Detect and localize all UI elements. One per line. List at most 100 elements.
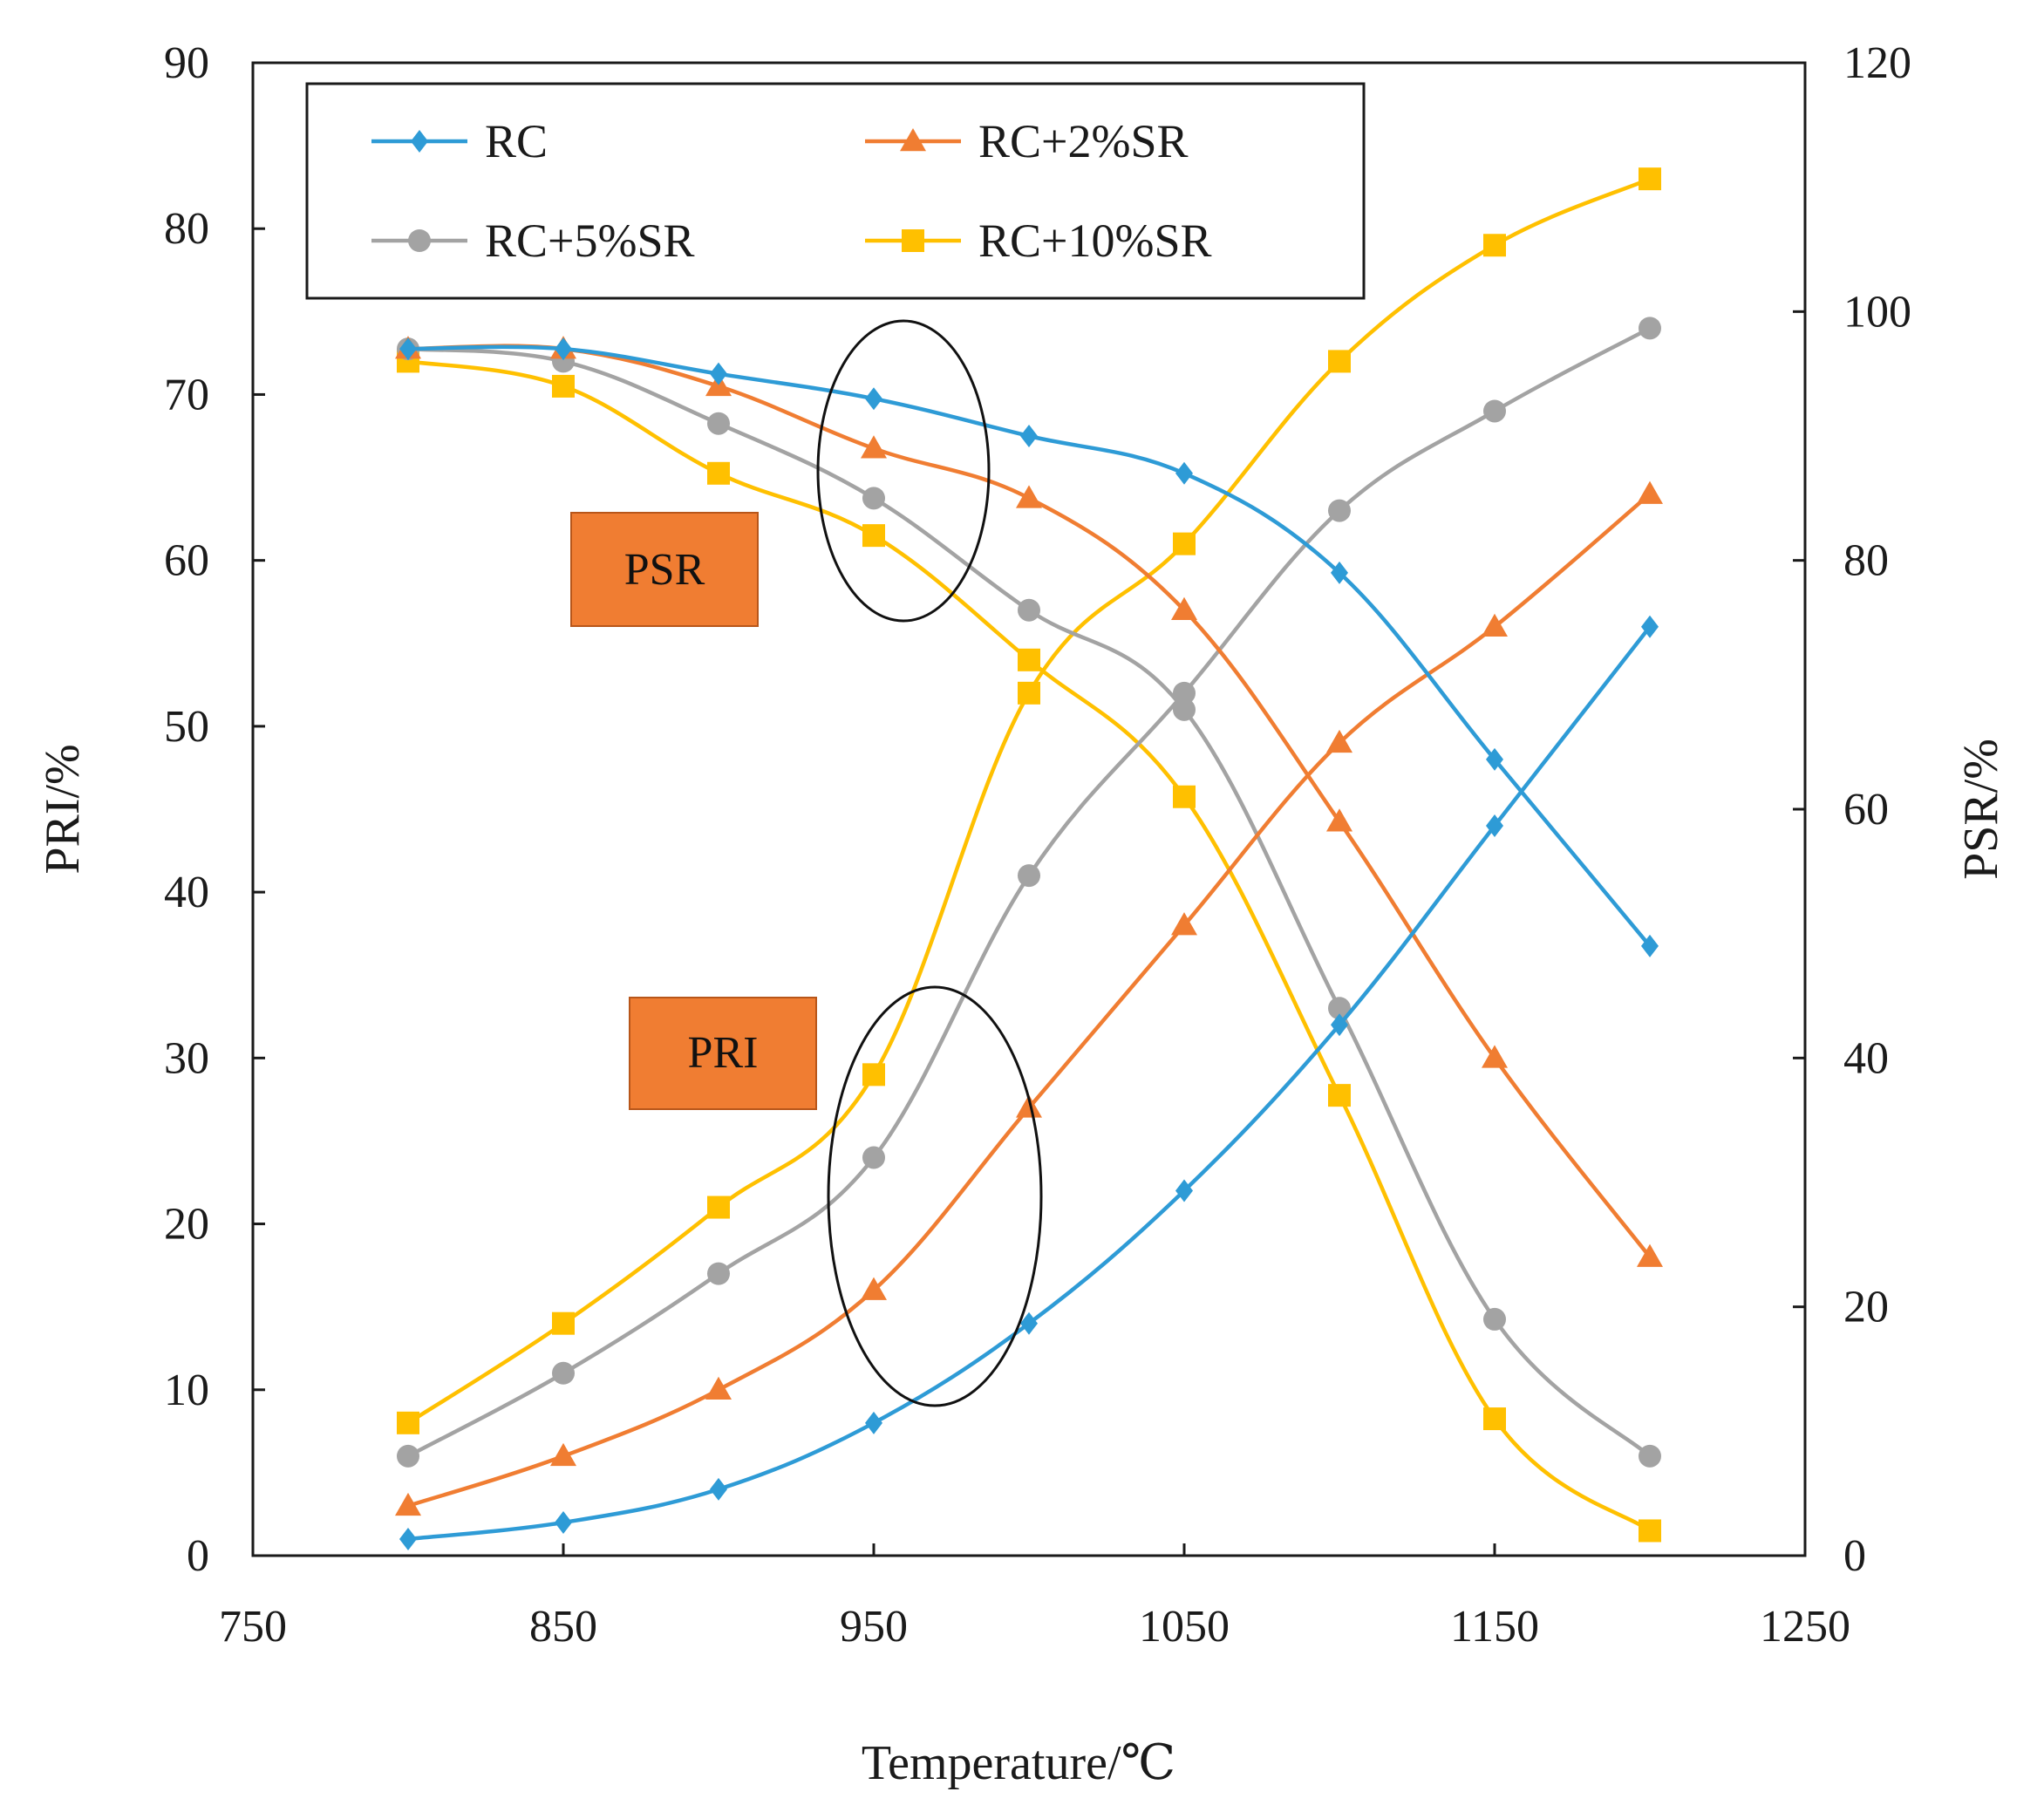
psr-point-rc-5-sr xyxy=(707,412,730,435)
psr-point-rc xyxy=(1641,934,1659,957)
psr-line-rc-2-sr xyxy=(407,344,1652,1258)
psr-point-rc-5-sr xyxy=(1483,1307,1506,1331)
psr-point-rc-2-sr xyxy=(1016,485,1042,508)
legend-label: RC xyxy=(485,115,548,167)
y-right-tick-label: 0 xyxy=(1843,1531,1866,1581)
psr-point-rc-2-sr xyxy=(1171,596,1197,620)
pri-point-rc-5-sr xyxy=(862,1146,885,1169)
highlight-ellipse-psr xyxy=(816,319,991,623)
psr-point-rc-10-sr xyxy=(1639,1519,1661,1543)
pri-point-rc-10-sr xyxy=(1173,532,1196,555)
annotation-psr: PSR xyxy=(570,512,759,627)
legend-marker xyxy=(902,229,924,252)
y-left-tick-label: 10 xyxy=(164,1366,209,1415)
psr-line-rc-10-sr xyxy=(407,359,1652,1533)
y-left-tick-label: 70 xyxy=(164,370,209,419)
legend-marker xyxy=(411,130,428,153)
pri-point-rc-2-sr xyxy=(395,1492,421,1516)
annotation-pri-label: PRI xyxy=(688,1028,759,1078)
psr-point-rc-5-sr xyxy=(862,487,885,510)
psr-point-rc-5-sr xyxy=(1018,598,1040,622)
pri-point-rc-2-sr xyxy=(705,1376,732,1400)
psr-point-rc-10-sr xyxy=(1018,648,1040,671)
psr-point-rc xyxy=(710,362,727,385)
psr-line-rc xyxy=(407,344,1652,948)
pri-point-rc-5-sr xyxy=(1483,399,1506,423)
psr-point-rc-10-sr xyxy=(707,461,730,485)
psr-point-rc-10-sr xyxy=(1483,1407,1506,1431)
y-right-tick-label: 80 xyxy=(1843,536,1889,586)
psr-point-rc xyxy=(1486,747,1503,771)
x-tick-label: 850 xyxy=(529,1602,597,1652)
pri-point-rc xyxy=(399,1527,417,1550)
highlight-ellipse-pri xyxy=(827,985,1043,1407)
legend-marker xyxy=(900,128,926,152)
legend-label: RC+2%SR xyxy=(978,115,1189,167)
pri-point-rc-5-sr xyxy=(552,1361,575,1385)
pri-point-rc-2-sr xyxy=(1016,1094,1042,1118)
pri-point-rc-10-sr xyxy=(1018,681,1040,705)
psr-line-rc-5-sr xyxy=(407,346,1652,1458)
psr-point-rc-5-sr xyxy=(1328,997,1351,1020)
x-tick-label: 950 xyxy=(840,1602,908,1652)
x-tick-label: 750 xyxy=(219,1602,287,1652)
annotation-pri: PRI xyxy=(629,997,817,1110)
pri-point-rc xyxy=(1331,1013,1348,1037)
pri-line-rc-10-sr xyxy=(406,177,1651,1425)
psr-point-rc-2-sr xyxy=(1637,1243,1663,1267)
pri-point-rc-10-sr xyxy=(397,1411,419,1434)
pri-point-rc xyxy=(1641,615,1659,638)
pri-point-rc-5-sr xyxy=(707,1262,730,1285)
pri-line-rc-2-sr xyxy=(407,492,1652,1509)
psr-point-rc-10-sr xyxy=(862,524,885,548)
psr-point-rc xyxy=(1020,425,1038,447)
pri-point-rc xyxy=(1175,1179,1193,1202)
psr-point-rc-2-sr xyxy=(861,435,887,459)
pri-point-rc-2-sr xyxy=(861,1277,887,1300)
y-right-tick-label: 60 xyxy=(1843,785,1889,834)
pri-point-rc-10-sr xyxy=(1639,167,1661,191)
pri-point-rc-2-sr xyxy=(1482,613,1508,637)
y-axis-left-title: PRI/% xyxy=(36,744,90,874)
pri-point-rc-5-sr xyxy=(1173,681,1196,705)
y-left-tick-label: 90 xyxy=(164,38,209,88)
psr-point-rc xyxy=(399,337,417,361)
series-rc-5-sr xyxy=(397,317,1661,1468)
psr-point-rc-5-sr xyxy=(1639,1444,1661,1468)
legend-marker xyxy=(408,229,431,252)
y-right-tick-label: 20 xyxy=(1843,1283,1889,1332)
pri-line-rc xyxy=(407,625,1652,1542)
psr-point-rc-10-sr xyxy=(1173,785,1196,808)
psr-point-rc xyxy=(555,337,572,361)
y-left-tick-label: 0 xyxy=(187,1531,209,1581)
y-right-tick-label: 100 xyxy=(1843,287,1911,337)
y-right-tick-label: 120 xyxy=(1843,38,1911,88)
series-rc-10-sr xyxy=(397,167,1661,1543)
y-axis-right-title: PSR/% xyxy=(1954,739,2008,880)
y-left-tick-label: 20 xyxy=(164,1200,209,1250)
pri-point-rc-10-sr xyxy=(707,1196,730,1219)
pri-point-rc xyxy=(710,1477,727,1501)
annotation-psr-box xyxy=(570,512,759,627)
legend-item: RC xyxy=(371,115,548,167)
pri-point-rc-2-sr xyxy=(1637,480,1663,504)
psr-point-rc-10-sr xyxy=(552,374,575,398)
pri-point-rc-10-sr xyxy=(1483,234,1506,257)
annotation-pri-box xyxy=(629,997,817,1110)
y-left-tick-label: 30 xyxy=(164,1033,209,1083)
legend-item: RC+10%SR xyxy=(865,215,1212,267)
pri-point-rc-10-sr xyxy=(862,1063,885,1087)
pri-point-rc-5-sr xyxy=(1328,499,1351,522)
y-left-tick-label: 50 xyxy=(164,702,209,752)
psr-point-rc-10-sr xyxy=(1328,1084,1351,1107)
psr-point-rc xyxy=(1331,561,1348,584)
pri-point-rc xyxy=(865,1411,882,1434)
psr-point-rc-2-sr xyxy=(1482,1045,1508,1068)
pri-point-rc-5-sr xyxy=(1639,317,1661,340)
annotation-psr-label: PSR xyxy=(624,545,705,595)
pri-point-rc-10-sr xyxy=(552,1311,575,1335)
x-axis-title: Temperature/℃ xyxy=(862,1736,1175,1790)
